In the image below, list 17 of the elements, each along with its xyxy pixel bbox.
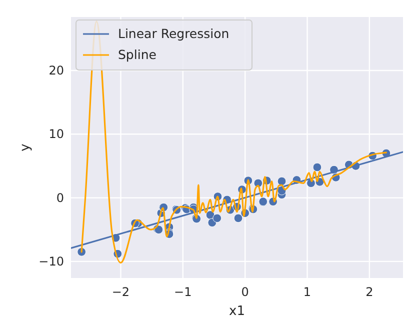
y-tick-label: 0 <box>56 190 64 205</box>
x-tick-label: 1 <box>303 285 312 299</box>
point <box>212 214 222 223</box>
legend-label: Spline <box>118 47 157 62</box>
x-tick-label: −2 <box>112 285 130 299</box>
x-axis-title: x1 <box>229 304 245 319</box>
point <box>234 214 243 223</box>
y-axis-title: y <box>18 143 33 152</box>
y-tick-label: 10 <box>48 127 64 142</box>
point <box>277 176 286 186</box>
y-tick-label: −10 <box>38 254 64 268</box>
x-tick-label: −1 <box>174 285 192 299</box>
y-tick-label: 20 <box>48 63 64 78</box>
point <box>312 162 322 172</box>
x-tick-label: 0 <box>241 285 249 299</box>
x-tick-label: 2 <box>366 285 374 299</box>
legend-label: Linear Regression <box>118 26 230 41</box>
